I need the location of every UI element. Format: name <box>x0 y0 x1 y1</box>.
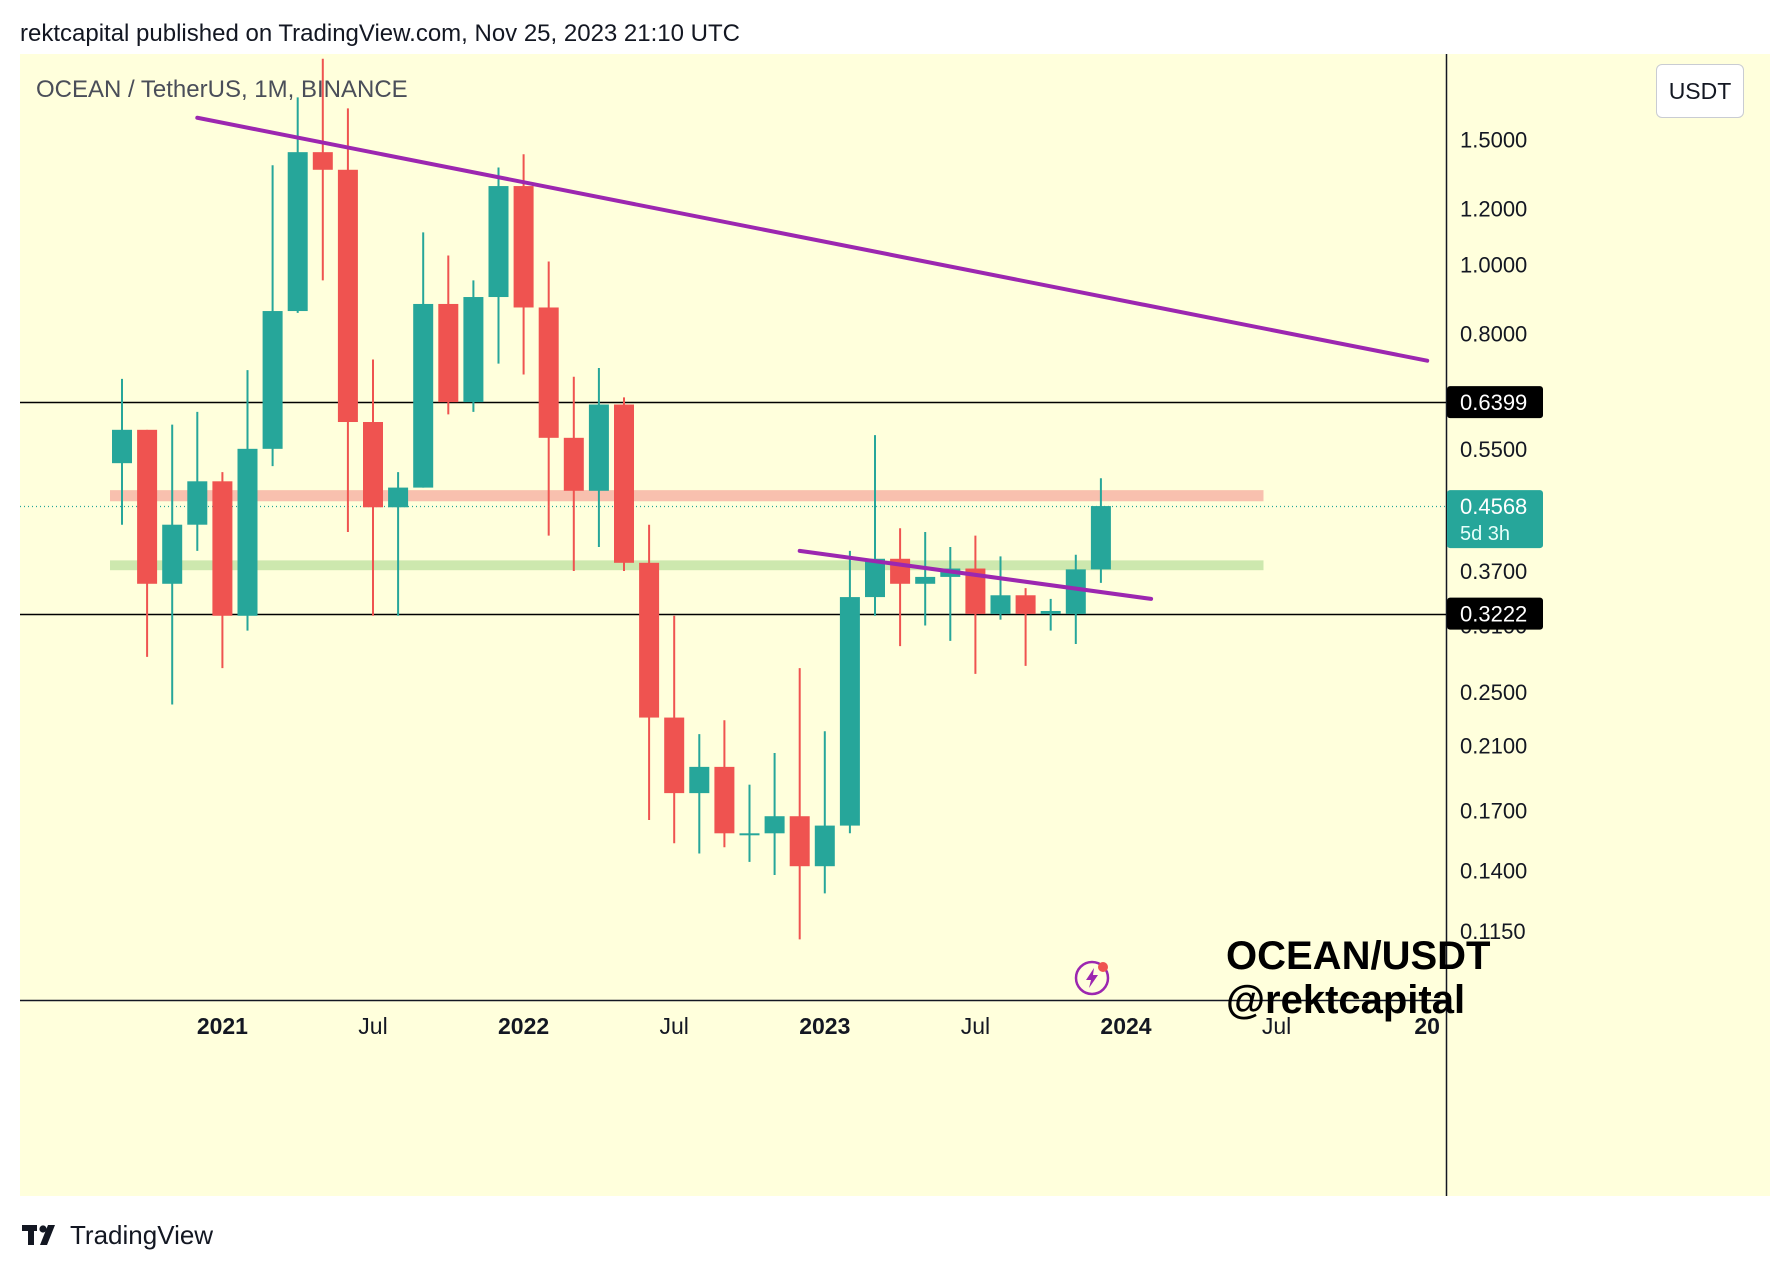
chart-area[interactable]: 1.50001.20001.00000.80000.55000.37000.31… <box>20 54 1770 1196</box>
x-tick-label: Jul <box>1262 1013 1291 1039</box>
chart-watermark: OCEAN/USDT @rektcapital <box>1226 934 1490 1022</box>
y-tick-label: 1.5000 <box>1460 128 1527 153</box>
last-price-tag <box>1447 490 1543 549</box>
candle-body <box>915 576 936 584</box>
candle-body <box>337 169 358 423</box>
x-tick-label: 2022 <box>498 1013 549 1039</box>
candle-body <box>513 186 534 308</box>
candle-body <box>865 558 885 598</box>
y-tick-label: 1.0000 <box>1460 253 1527 278</box>
candle-body <box>287 152 308 312</box>
candle-body <box>438 303 459 403</box>
candlestick-chart[interactable]: 1.50001.20001.00000.80000.55000.37000.31… <box>20 54 1770 1196</box>
y-tick-label: 0.1400 <box>1460 859 1527 884</box>
watermark-line-1: OCEAN/USDT <box>1226 934 1491 978</box>
y-tick-label: 0.2500 <box>1460 680 1527 705</box>
candle-body <box>162 524 183 584</box>
x-tick-label: 2023 <box>799 1013 850 1039</box>
y-tick-label: 0.2100 <box>1460 734 1527 759</box>
minor-trendline <box>797 548 1154 601</box>
y-tick-label: 1.2000 <box>1460 196 1527 221</box>
time-axis-background <box>20 1000 1446 1196</box>
candle-body <box>764 816 785 834</box>
candle-body <box>588 404 609 491</box>
publish-header: rektcapital published on TradingView.com… <box>20 20 740 47</box>
level-price-tag <box>1447 386 1543 419</box>
candle-body <box>563 437 584 491</box>
candle-body <box>388 487 409 508</box>
candle-body <box>739 833 760 836</box>
candle-body <box>1065 569 1086 614</box>
level-price-label: 0.3222 <box>1460 602 1527 627</box>
y-tick-label: 0.1700 <box>1460 799 1527 824</box>
candle-body <box>714 766 735 834</box>
level-price-tag <box>1447 597 1543 630</box>
symbol-label: OCEAN / TetherUS, 1M, BINANCE <box>36 76 408 103</box>
countdown-label: 5d 3h <box>1460 523 1510 545</box>
candle-body <box>463 297 484 403</box>
last-price-label: 0.4568 <box>1460 494 1527 519</box>
watermark-line-2: @rektcapital <box>1226 978 1466 1022</box>
support-zone <box>110 560 1264 571</box>
candle-body <box>814 825 835 867</box>
candle-body <box>212 481 233 616</box>
major-trendline <box>195 115 1430 363</box>
candles-group <box>112 58 1111 940</box>
x-tick-label: Jul <box>358 1013 387 1039</box>
x-tick-label: 2024 <box>1100 1013 1151 1039</box>
candle-body <box>237 448 258 616</box>
candle-body <box>689 766 710 794</box>
candle-body <box>1090 506 1111 570</box>
candle-body <box>187 481 208 525</box>
y-tick-label: 0.3700 <box>1460 559 1527 584</box>
level-price-label: 0.6399 <box>1460 390 1527 415</box>
candle-body <box>312 152 333 170</box>
resistance-zone <box>110 490 1264 502</box>
y-tick-label: 0.5500 <box>1460 437 1527 462</box>
x-tick-label: 20 <box>1414 1013 1440 1039</box>
y-tick-label: 0.1150 <box>1460 919 1526 944</box>
candle-body <box>990 595 1011 614</box>
y-tick-label: 0.8000 <box>1460 321 1527 346</box>
candle-body <box>965 568 986 614</box>
candle-body <box>363 422 383 508</box>
tradingview-footer[interactable]: TradingView <box>22 1220 213 1251</box>
candle-body <box>664 717 685 794</box>
candle-body <box>413 303 434 488</box>
candle-body <box>262 311 283 449</box>
tradingview-brand: TradingView <box>70 1220 214 1250</box>
candle-body <box>137 429 158 584</box>
currency-selector-button[interactable]: USDT <box>1656 64 1744 118</box>
tradingview-logo-icon <box>22 1224 55 1245</box>
candle-body <box>112 429 132 464</box>
lightning-icon <box>1074 960 1110 996</box>
candle-body <box>614 404 634 563</box>
candle-body <box>1015 595 1036 614</box>
candle-body <box>538 307 559 438</box>
candle-body <box>839 597 860 826</box>
candle-body <box>789 816 810 867</box>
candle-body <box>488 186 509 298</box>
x-tick-label: Jul <box>659 1013 688 1039</box>
x-tick-label: 2021 <box>197 1013 248 1039</box>
x-tick-label: Jul <box>961 1013 990 1039</box>
candle-body <box>639 562 660 718</box>
candle-body <box>1040 610 1061 614</box>
plot-background <box>20 54 1446 1000</box>
